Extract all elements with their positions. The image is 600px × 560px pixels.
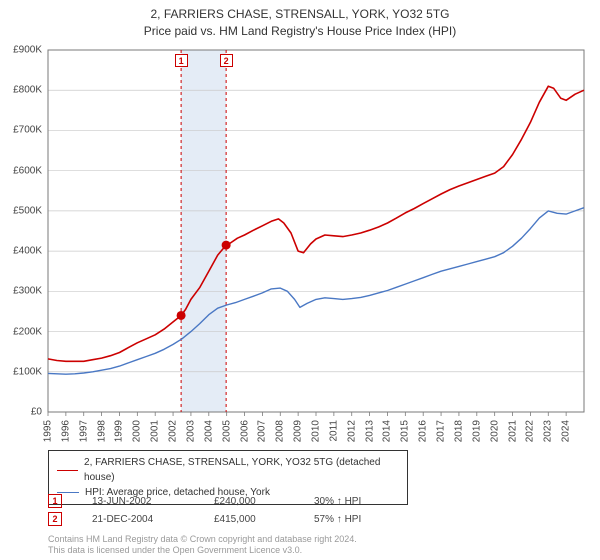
x-tick-label: 2021 xyxy=(507,420,518,442)
y-tick-label: £200K xyxy=(13,326,42,337)
x-tick-label: 2019 xyxy=(471,420,482,442)
x-axis: 1995199619971998199920002001200220032004… xyxy=(48,414,584,448)
y-tick-label: £400K xyxy=(13,246,42,257)
table-row: 2 21-DEC-2004 £415,000 57% ↑ HPI xyxy=(48,510,404,528)
marker-row-price: £415,000 xyxy=(214,514,284,525)
x-tick-label: 1997 xyxy=(78,420,89,442)
x-tick-label: 2014 xyxy=(382,420,393,442)
footer-line-1: Contains HM Land Registry data © Crown c… xyxy=(48,534,357,546)
marker-row-date: 21-DEC-2004 xyxy=(92,514,184,525)
x-tick-label: 1995 xyxy=(43,420,54,442)
x-tick-label: 2012 xyxy=(346,420,357,442)
y-tick-label: £800K xyxy=(13,85,42,96)
marker-badge-2-label: 2 xyxy=(224,56,229,66)
x-tick-label: 2004 xyxy=(203,420,214,442)
chart-subtitle: Price paid vs. HM Land Registry's House … xyxy=(0,23,600,40)
y-tick-label: £600K xyxy=(13,165,42,176)
y-tick-label: £300K xyxy=(13,286,42,297)
x-tick-label: 2000 xyxy=(132,420,143,442)
y-tick-label: £500K xyxy=(13,205,42,216)
x-tick-label: 2017 xyxy=(436,420,447,442)
x-tick-label: 2007 xyxy=(257,420,268,442)
x-tick-label: 2009 xyxy=(293,420,304,442)
legend-label-1: 2, FARRIERS CHASE, STRENSALL, YORK, YO32… xyxy=(84,455,399,485)
marker-badge-2: 2 xyxy=(220,54,233,67)
marker-row-price: £240,000 xyxy=(214,496,284,507)
marker-data-table: 1 13-JUN-2002 £240,000 30% ↑ HPI 2 21-DE… xyxy=(48,492,404,528)
x-tick-label: 2013 xyxy=(364,420,375,442)
y-tick-label: £0 xyxy=(31,407,42,418)
title-block: 2, FARRIERS CHASE, STRENSALL, YORK, YO32… xyxy=(0,0,600,40)
x-tick-label: 2001 xyxy=(150,420,161,442)
x-tick-label: 1998 xyxy=(96,420,107,442)
x-tick-label: 2022 xyxy=(525,420,536,442)
chart-plot-area: 1 2 xyxy=(48,50,584,412)
chart-title: 2, FARRIERS CHASE, STRENSALL, YORK, YO32… xyxy=(0,6,600,23)
marker-row-pct: 30% ↑ HPI xyxy=(314,496,404,507)
x-tick-label: 2018 xyxy=(453,420,464,442)
y-tick-label: £900K xyxy=(13,45,42,56)
footer-line-2: This data is licensed under the Open Gov… xyxy=(48,545,357,557)
marker-row-badge: 1 xyxy=(48,494,62,508)
x-tick-label: 2015 xyxy=(400,420,411,442)
x-tick-label: 2005 xyxy=(221,420,232,442)
footer-attribution: Contains HM Land Registry data © Crown c… xyxy=(48,534,357,557)
legend-swatch-1 xyxy=(57,470,78,471)
x-tick-label: 2008 xyxy=(275,420,286,442)
x-tick-label: 2020 xyxy=(489,420,500,442)
x-tick-label: 2011 xyxy=(328,420,339,442)
y-tick-label: £700K xyxy=(13,125,42,136)
chart-container: 2, FARRIERS CHASE, STRENSALL, YORK, YO32… xyxy=(0,0,600,560)
marker-row-date: 13-JUN-2002 xyxy=(92,496,184,507)
x-tick-label: 2010 xyxy=(311,420,322,442)
chart-svg xyxy=(48,50,584,412)
marker-row-pct: 57% ↑ HPI xyxy=(314,514,404,525)
table-row: 1 13-JUN-2002 £240,000 30% ↑ HPI xyxy=(48,492,404,510)
marker-row-badge: 2 xyxy=(48,512,62,526)
marker-badge-1: 1 xyxy=(175,54,188,67)
x-tick-label: 1996 xyxy=(60,420,71,442)
legend-item: 2, FARRIERS CHASE, STRENSALL, YORK, YO32… xyxy=(57,455,399,485)
x-tick-label: 1999 xyxy=(114,420,125,442)
y-axis: £0£100K£200K£300K£400K£500K£600K£700K£80… xyxy=(0,48,44,414)
marker-badge-1-label: 1 xyxy=(179,56,184,66)
y-tick-label: £100K xyxy=(13,366,42,377)
x-tick-label: 2003 xyxy=(185,420,196,442)
x-tick-label: 2024 xyxy=(561,420,572,442)
x-tick-label: 2002 xyxy=(168,420,179,442)
x-tick-label: 2023 xyxy=(543,420,554,442)
x-tick-label: 2006 xyxy=(239,420,250,442)
x-tick-label: 2016 xyxy=(418,420,429,442)
